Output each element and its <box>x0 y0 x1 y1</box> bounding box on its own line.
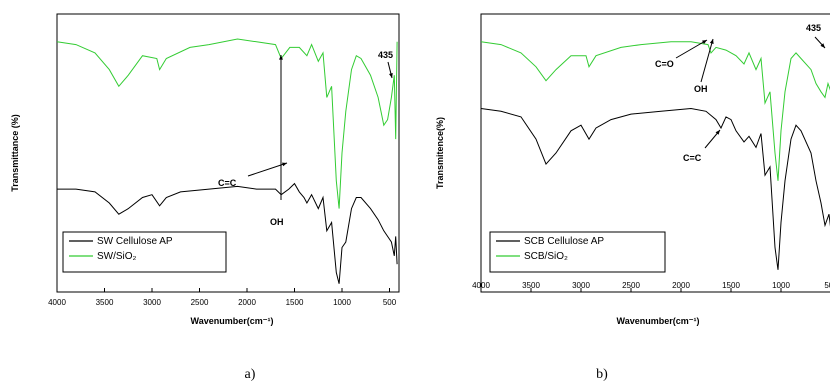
x-tick-label: 1000 <box>333 298 351 307</box>
legend-entry: SW/SiO₂ <box>97 251 137 262</box>
chart-panel-a: 4000 3500 3000 2500 2000 1500 1000 500 Wavenumbe… <box>10 13 400 382</box>
x-tick-label: 1000 <box>772 281 790 290</box>
x-tick-label: 1500 <box>286 298 304 307</box>
legend-entry: SCB Cellulose AP <box>524 236 604 247</box>
x-tick-label: 3000 <box>143 298 161 307</box>
series-line-0 <box>57 182 398 284</box>
x-tick-label: 2500 <box>622 281 640 290</box>
annotation-arrowhead <box>715 130 720 135</box>
annotation-arrowhead <box>282 162 287 167</box>
legend-box <box>489 231 666 273</box>
x-tick-label: 4000 <box>48 298 66 307</box>
annotation-label: C=O <box>655 59 674 69</box>
annotation-arrowhead <box>279 55 283 60</box>
x-tick-label: 4000 <box>472 281 490 290</box>
x-tick-label: 500 <box>383 298 397 307</box>
annotation-arrowhead <box>388 73 393 78</box>
x-tick-label: 3500 <box>96 298 114 307</box>
annotation-label: OH <box>270 217 284 227</box>
x-tick-label: 2000 <box>672 281 690 290</box>
x-tick-label: 2500 <box>191 298 209 307</box>
x-tick-label: 1500 <box>722 281 740 290</box>
annotation-label: OH <box>694 84 708 94</box>
annotation-label: C=C <box>218 178 237 188</box>
series-line-0 <box>480 107 830 270</box>
y-axis-label: Transmittance (%) <box>10 114 20 192</box>
series-line-1 <box>480 41 830 181</box>
annotation-arrow <box>700 38 714 83</box>
legend-entry: SCB/SiO₂ <box>524 251 568 262</box>
series-line-1 <box>56 38 398 209</box>
annotation-arrowhead <box>709 39 714 44</box>
y-axis-label: Transmitence(%) <box>435 117 445 189</box>
legend: SCB Cellulose AP SCB/SiO₂ <box>489 231 666 273</box>
panel-caption: b) <box>596 367 608 382</box>
legend: SW Cellulose AP SW/SiO₂ <box>62 231 227 273</box>
annotation-arrow <box>247 162 288 177</box>
legend-box <box>62 231 227 273</box>
x-tick-label: 3000 <box>572 281 590 290</box>
annotation-arrowhead <box>820 43 825 48</box>
x-tick-label: 2000 <box>238 298 256 307</box>
annotation-arrowhead <box>702 40 707 44</box>
x-tick-label: 500 <box>824 281 830 290</box>
x-axis-label: Wavenumber(cm⁻¹) <box>191 316 274 326</box>
x-axis-label: Wavenumber(cm⁻¹) <box>617 316 700 326</box>
annotation-label: C=C <box>683 153 702 163</box>
annotation-label: 435 <box>378 50 393 60</box>
plot-frame <box>56 13 400 293</box>
panel-caption: a) <box>245 367 256 382</box>
chart-panel-b: 4000 3500 3000 2500 2000 1500 1000 500 Wavenumbe… <box>435 13 830 382</box>
annotation-label: 435 <box>806 23 821 33</box>
x-tick-label: 3500 <box>522 281 540 290</box>
plot-frame <box>480 13 830 293</box>
legend-entry: SW Cellulose AP <box>97 236 173 247</box>
annotation-arrow <box>675 39 708 59</box>
